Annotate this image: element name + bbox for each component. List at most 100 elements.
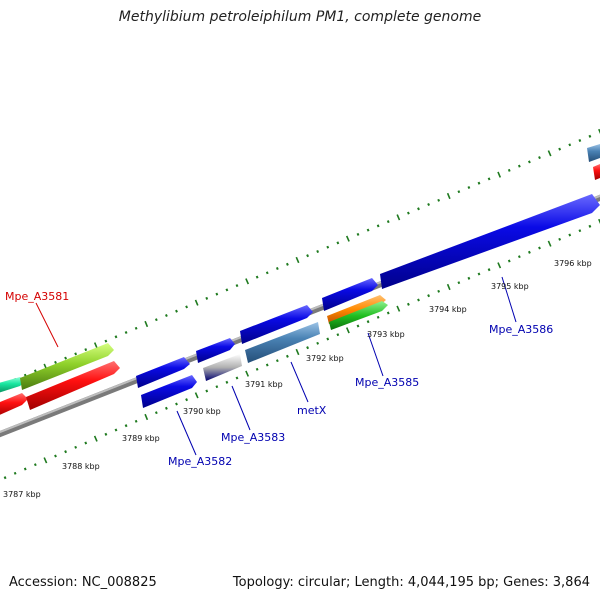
outer-tick-11 (104, 339, 108, 343)
inner-tick-29 (285, 354, 289, 358)
inner-tick-55 (547, 240, 552, 247)
gene-metx-inner[interactable] (245, 322, 320, 363)
inner-tick-35 (345, 327, 350, 334)
gene-lime-arrow[interactable] (20, 343, 114, 390)
leader-mpe-a3581 (35, 302, 59, 348)
inner-tick-48 (477, 272, 481, 276)
inner-tick-21 (205, 389, 209, 393)
gene-red-partial-right[interactable] (593, 164, 600, 180)
inner-tick-42 (417, 298, 420, 302)
kbp-label-3795: 3795 kbp (491, 282, 529, 291)
outer-tick-46 (457, 190, 461, 194)
inner-tick-28 (275, 359, 279, 363)
outer-tick-37 (366, 228, 370, 232)
inner-tick-17 (164, 406, 168, 410)
kbp-label-3789: 3789 kbp (122, 434, 160, 443)
inner-tick-31 (306, 346, 310, 350)
inner-tick-43 (427, 294, 431, 298)
accession-text: Accession: NC_008825 (9, 575, 157, 590)
outer-tick-54 (538, 156, 541, 160)
inner-tick-41 (406, 302, 410, 306)
gene-cyan-arrow[interactable] (0, 377, 26, 394)
inner-tick-25 (245, 370, 250, 377)
inner-tick-52 (517, 255, 521, 259)
gene-mpe-a3586[interactable] (380, 194, 600, 289)
leader-metx (290, 361, 309, 403)
inner-tick-57 (568, 233, 572, 237)
outer-tick-14 (134, 326, 138, 330)
inner-tick-58 (578, 229, 582, 233)
outer-tick-50 (497, 171, 502, 178)
outer-tick-40 (396, 214, 401, 221)
outer-tick-43 (427, 202, 431, 207)
outer-tick-17 (164, 313, 168, 318)
inner-tick-39 (386, 311, 390, 315)
outer-tick-33 (326, 245, 330, 249)
inner-tick-30 (295, 348, 300, 356)
outer-tick-23 (225, 288, 229, 292)
gene-mpe-a3585-green[interactable] (329, 301, 388, 330)
gene-features (0, 144, 600, 417)
outer-tick-26 (255, 275, 259, 279)
label-metx[interactable]: metX (297, 404, 327, 417)
outer-tick-24 (235, 284, 239, 288)
gene-mpe-a3582-outer[interactable] (136, 357, 190, 388)
gene-labels: Mpe_A3581 Mpe_A3582 Mpe_A3583 metX Mpe_A… (5, 290, 553, 468)
inner-tick-40 (396, 305, 401, 312)
inner-tick-1 (3, 476, 7, 480)
inner-tick-50 (497, 262, 502, 269)
gene-mpe-a3585-orange[interactable] (327, 295, 386, 324)
outer-tick-56 (558, 147, 562, 151)
gene-mpe-a3583-inner[interactable] (203, 354, 242, 381)
map-title: Methylibium petroleiphilum PM1, complete… (118, 9, 482, 25)
inner-tick-27 (265, 363, 269, 367)
gene-mpe-a3582-inner[interactable] (141, 375, 197, 408)
kbp-label-3787: 3787 kbp (3, 490, 41, 499)
gene-mpe-a3583-outer[interactable] (196, 338, 235, 363)
outer-tick-60 (598, 128, 600, 135)
gene-steel-partial-right[interactable] (587, 144, 600, 162)
leader-mpe-a3586 (501, 276, 517, 323)
kbp-label-3791: 3791 kbp (245, 380, 283, 389)
inner-tick-49 (487, 268, 491, 272)
label-mpe-a3581[interactable]: Mpe_A3581 (5, 290, 69, 303)
inner-tick-46 (457, 281, 461, 285)
outer-tick-19 (185, 305, 189, 309)
outer-tick-53 (527, 160, 531, 164)
outer-tick-35 (345, 235, 350, 242)
inner-tick-18 (175, 402, 178, 406)
outer-tick-18 (175, 309, 178, 313)
inner-tick-37 (366, 320, 370, 324)
outer-tick-45 (446, 192, 451, 200)
inner-tick-32 (316, 341, 320, 345)
outer-tick-6 (54, 360, 57, 364)
outer-tick-10 (93, 342, 98, 349)
outer-tick-55 (547, 150, 552, 157)
outer-tick-21 (205, 296, 209, 300)
outer-tick-29 (285, 262, 289, 266)
inner-tick-5 (43, 457, 48, 464)
inner-tick-14 (134, 419, 138, 423)
label-mpe-a3582[interactable]: Mpe_A3582 (168, 455, 232, 468)
kbp-labels: 3787 kbp 3788 kbp 3789 kbp 3790 kbp 3791… (3, 259, 592, 499)
label-mpe-a3585[interactable]: Mpe_A3585 (355, 376, 419, 389)
inner-tick-12 (114, 428, 118, 432)
outer-tick-38 (376, 224, 380, 228)
outer-tick-41 (406, 211, 410, 215)
label-mpe-a3583[interactable]: Mpe_A3583 (221, 431, 285, 444)
inner-tick-2 (13, 471, 17, 475)
inner-tick-7 (64, 450, 68, 454)
outer-tick-59 (588, 134, 592, 138)
inner-tick-4 (33, 463, 37, 467)
label-mpe-a3586[interactable]: Mpe_A3586 (489, 323, 553, 336)
outer-tick-22 (215, 292, 219, 296)
gene-red-arrow-a[interactable] (0, 393, 28, 417)
outer-tick-49 (487, 177, 491, 181)
inner-tick-59 (588, 224, 592, 228)
outer-tick-9 (84, 348, 88, 352)
gene-mpe-a3585-outer[interactable] (322, 278, 378, 311)
gene-red-arrow-b[interactable] (26, 361, 120, 410)
gene-metx-outer[interactable] (240, 305, 313, 344)
outer-tick-51 (507, 168, 511, 172)
